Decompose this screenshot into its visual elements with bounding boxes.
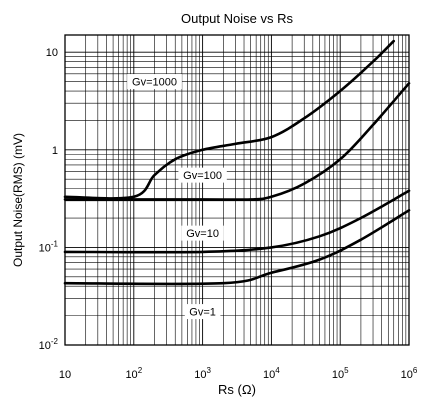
y-tick-label: 10-1 <box>39 239 59 254</box>
x-tick-label: 104 <box>263 366 280 381</box>
x-tick-label: 102 <box>125 366 142 381</box>
series-line-gv-100 <box>63 82 411 201</box>
x-axis-label: Rs (Ω) <box>218 382 256 397</box>
y-axis-label: Output Noise(RMS) (mV) <box>11 133 25 267</box>
series-label: Gv=1 <box>189 307 216 319</box>
chart-title: Output Noise vs Rs <box>181 11 293 26</box>
series-label: Gv=100 <box>183 170 222 182</box>
x-tick-label: 106 <box>401 366 418 381</box>
x-tick-label: 103 <box>194 366 211 381</box>
x-tick-label: 10 <box>59 369 71 381</box>
y-tick-label: 10-2 <box>39 337 59 352</box>
grid <box>65 35 409 345</box>
plot-frame <box>64 34 410 346</box>
series-lines <box>63 39 411 286</box>
series-label-background <box>184 304 221 320</box>
axis-ticks: 10 102 103 104 105 106 10-2 10-1 1 10 <box>39 47 418 381</box>
y-tick-label: 1 <box>52 145 58 157</box>
series-labels: Gv=1000 Gv=100 Gv=10 Gv=1 <box>127 74 227 320</box>
series-label-background <box>127 74 182 90</box>
series-label: Gv=10 <box>186 228 219 240</box>
series-label: Gv=1000 <box>132 77 177 89</box>
series-line-gv-1 <box>63 209 411 286</box>
series-label-background <box>178 167 227 183</box>
y-tick-label: 10 <box>46 47 58 59</box>
series-label-background <box>181 225 224 241</box>
x-tick-label: 105 <box>332 366 349 381</box>
series-line-gv-10 <box>63 189 411 254</box>
series-line-gv-1000 <box>63 39 395 200</box>
